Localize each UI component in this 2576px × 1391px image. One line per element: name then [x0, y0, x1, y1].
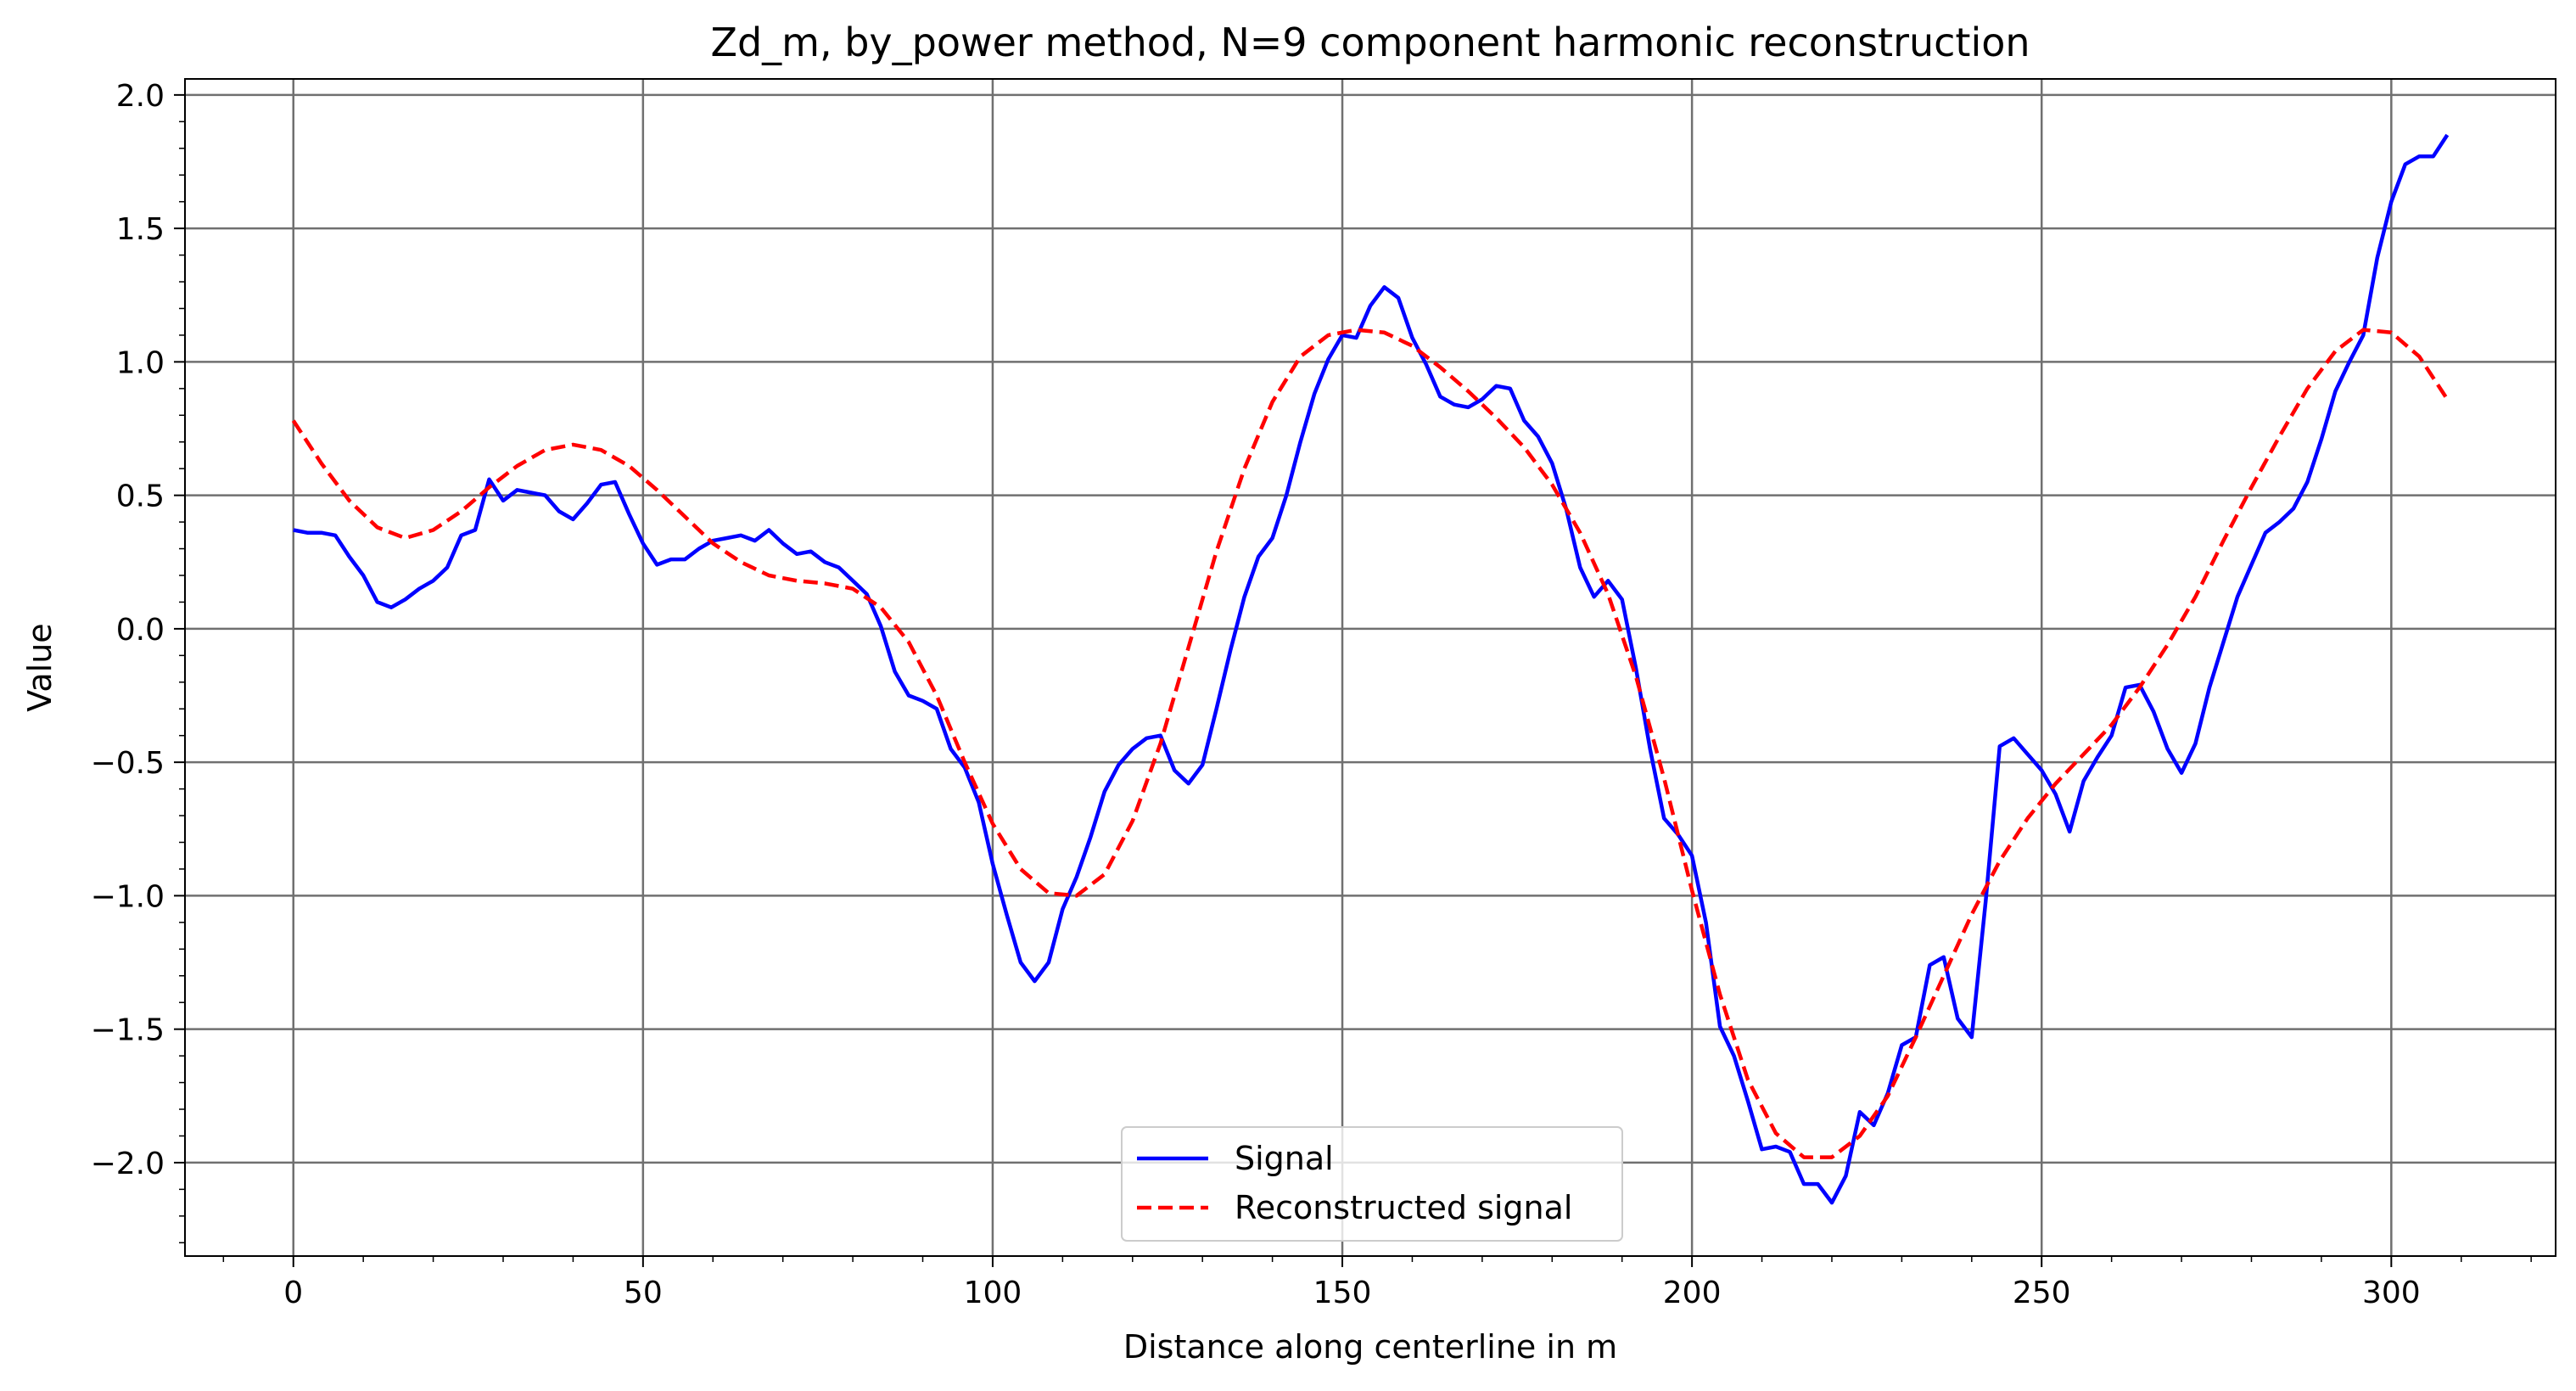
- y-tick-label: 1.0: [116, 345, 165, 380]
- x-tick-label: 0: [283, 1276, 303, 1310]
- y-tick-label: 1.5: [116, 212, 165, 247]
- legend: Signal Reconstructed signal: [1121, 1126, 1623, 1242]
- x-tick-label: 250: [2013, 1276, 2071, 1310]
- series-layer: [291, 133, 2450, 1205]
- y-tick-label: −1.0: [91, 879, 165, 914]
- grid-lines: [185, 79, 2556, 1256]
- y-tick-label: −2.0: [91, 1147, 165, 1181]
- x-axis-label: Distance along centerline in m: [1123, 1328, 1617, 1366]
- x-tick-label: 50: [624, 1276, 663, 1310]
- y-tick-label: 0.5: [116, 480, 165, 514]
- legend-label-signal: Signal: [1235, 1140, 1334, 1177]
- x-tick-label: 300: [2362, 1276, 2421, 1310]
- x-tick-label: 150: [1313, 1276, 1372, 1310]
- legend-label-reconstructed-signal: Reconstructed signal: [1235, 1189, 1572, 1226]
- x-tick-label: 200: [1663, 1276, 1722, 1310]
- y-tick-label: −0.5: [91, 746, 165, 781]
- chart-title: Zd_m, by_power method, N=9 component har…: [710, 20, 2030, 65]
- y-tick-label: 2.0: [116, 79, 165, 114]
- y-tick-label: 0.0: [116, 613, 165, 648]
- y-axis-label: Value: [21, 623, 59, 711]
- series-line-reconstructed-signal: [291, 328, 2450, 1159]
- y-tick-label: −1.5: [91, 1013, 165, 1048]
- plot-frame: [184, 78, 2556, 1257]
- x-tick-label: 100: [964, 1276, 1022, 1310]
- series-line-signal: [293, 133, 2450, 1205]
- legend-box: [1121, 1126, 1623, 1242]
- axis-ticks: 0 50 100 150 200 250 300 2.0 1.5 1.0 0.5 0.0 −0.5 −1.…: [91, 79, 2532, 1310]
